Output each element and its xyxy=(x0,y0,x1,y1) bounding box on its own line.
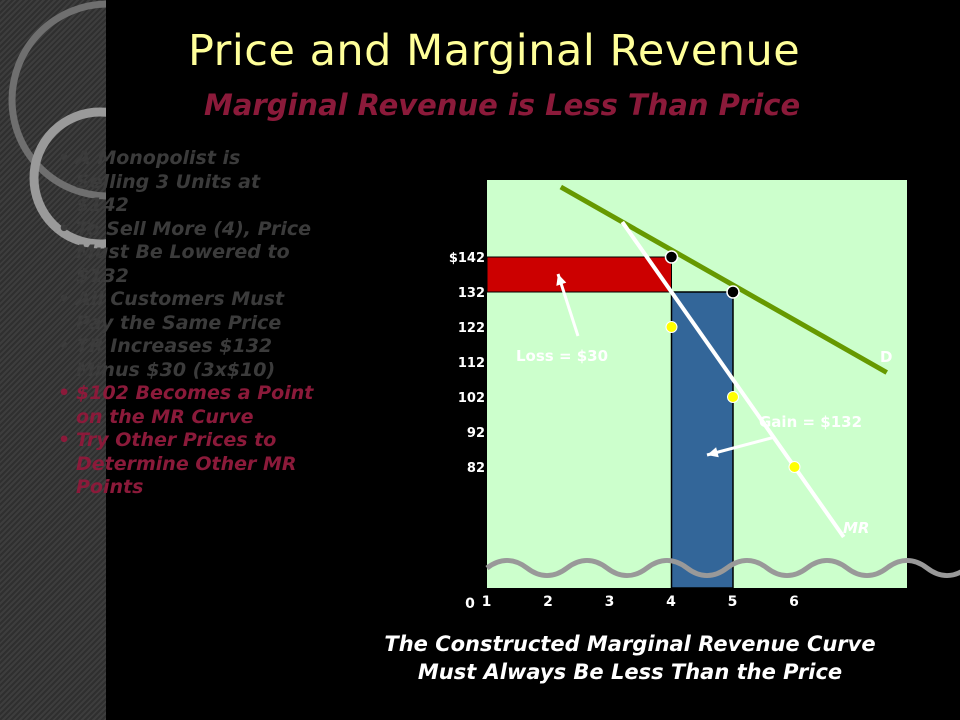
bullet-item: A Monopolist is Selling 3 Units at $142 xyxy=(56,147,318,218)
y-tick-label: 92 xyxy=(467,426,485,441)
y-tick-label: 132 xyxy=(458,286,485,301)
mr-point xyxy=(727,391,739,403)
x-tick-label: 2 xyxy=(543,594,553,610)
x-tick-label: 6 xyxy=(789,594,799,610)
bullet-item: Try Other Prices to Determine Other MR P… xyxy=(56,429,318,500)
slide-caption: The Constructed Marginal Revenue Curve M… xyxy=(340,630,920,686)
loss-area-bar xyxy=(486,256,672,293)
y-tick-label: 112 xyxy=(458,356,485,371)
gain-arrow-head xyxy=(707,447,719,458)
loss-arrow xyxy=(556,273,580,337)
loss-label: Loss = $30 xyxy=(516,347,608,365)
y-tick-label: $142 xyxy=(449,251,485,266)
slide-title: Price and Marginal Revenue xyxy=(188,26,801,76)
mr-point xyxy=(665,321,678,333)
demand-label: D xyxy=(880,348,892,366)
y-tick-label: 122 xyxy=(458,321,485,336)
origin-label: 0 xyxy=(465,596,475,612)
x-tick-label: 3 xyxy=(605,594,615,610)
x-tick-label: 4 xyxy=(666,594,676,610)
y-tick-label: 82 xyxy=(467,461,485,476)
x-tick-label: 1 xyxy=(482,594,492,610)
caption-line-1: The Constructed Marginal Revenue Curve xyxy=(384,632,876,656)
x-tick-label: 5 xyxy=(728,594,738,610)
demand-point xyxy=(726,285,740,299)
bullet-item: All Customers Must Pay the Same Price xyxy=(56,288,318,335)
loss-arrow-head xyxy=(556,274,567,286)
gain-area-bar xyxy=(670,291,734,589)
slide-subtitle: Marginal Revenue is Less Than Price xyxy=(204,88,801,122)
demand-curve xyxy=(559,184,888,375)
y-tick-label: 102 xyxy=(458,391,485,406)
bullet-item: TR Increases $132 Minus $30 (3x$10) xyxy=(56,335,318,382)
bullet-item: $102 Becomes a Point on the MR Curve xyxy=(56,382,318,429)
demand-point xyxy=(664,250,679,264)
axis-break-wave xyxy=(485,558,960,578)
mr-curve xyxy=(620,220,846,539)
gain-label: Gain = $132 xyxy=(759,413,862,431)
mr-label: MR xyxy=(843,519,869,537)
bullet-list: A Monopolist is Selling 3 Units at $142T… xyxy=(56,147,318,500)
gain-arrow xyxy=(706,435,776,457)
mr-point xyxy=(788,461,801,473)
bullet-item: To Sell More (4), Price Must Be Lowered … xyxy=(56,218,318,289)
caption-line-2: Must Always Be Less Than the Price xyxy=(417,660,843,684)
